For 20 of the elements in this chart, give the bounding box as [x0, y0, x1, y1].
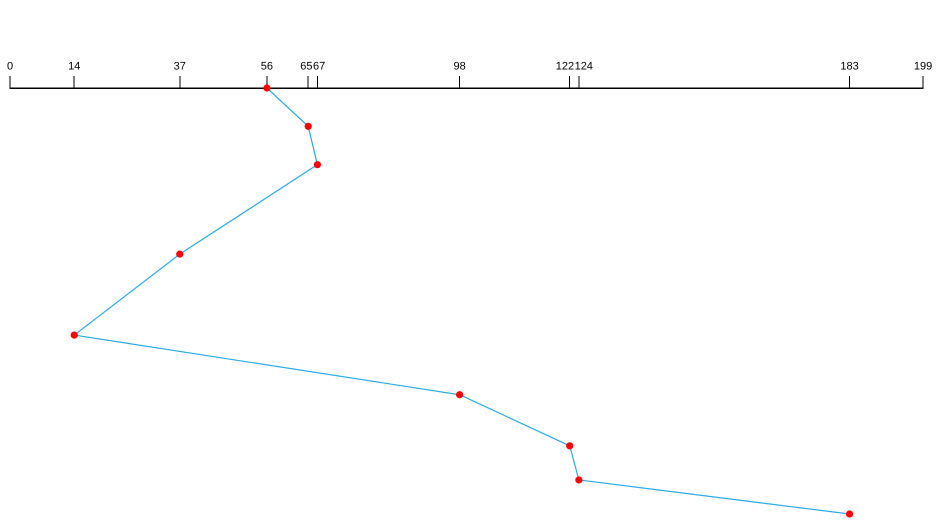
x-tick-label: 122	[556, 60, 574, 73]
point	[304, 122, 312, 130]
point	[566, 442, 574, 450]
point	[263, 84, 271, 92]
x-tick-label: 199	[914, 60, 932, 73]
x-tick-label: 183	[840, 60, 859, 73]
x-tick-label: 67	[313, 60, 326, 73]
point	[314, 161, 321, 168]
x-tick-label: 56	[260, 60, 274, 73]
point	[575, 476, 583, 484]
x-tick-label: 124	[574, 60, 593, 73]
point	[176, 250, 184, 258]
point	[846, 510, 854, 518]
x-tick-label: 0	[6, 60, 14, 73]
x-tick-label: 37	[174, 60, 186, 73]
point	[70, 331, 78, 339]
x-tick-label: 14	[68, 60, 80, 73]
point	[456, 391, 464, 398]
x-tick-label: 98	[453, 60, 466, 73]
x-tick-label: 65	[300, 60, 313, 73]
